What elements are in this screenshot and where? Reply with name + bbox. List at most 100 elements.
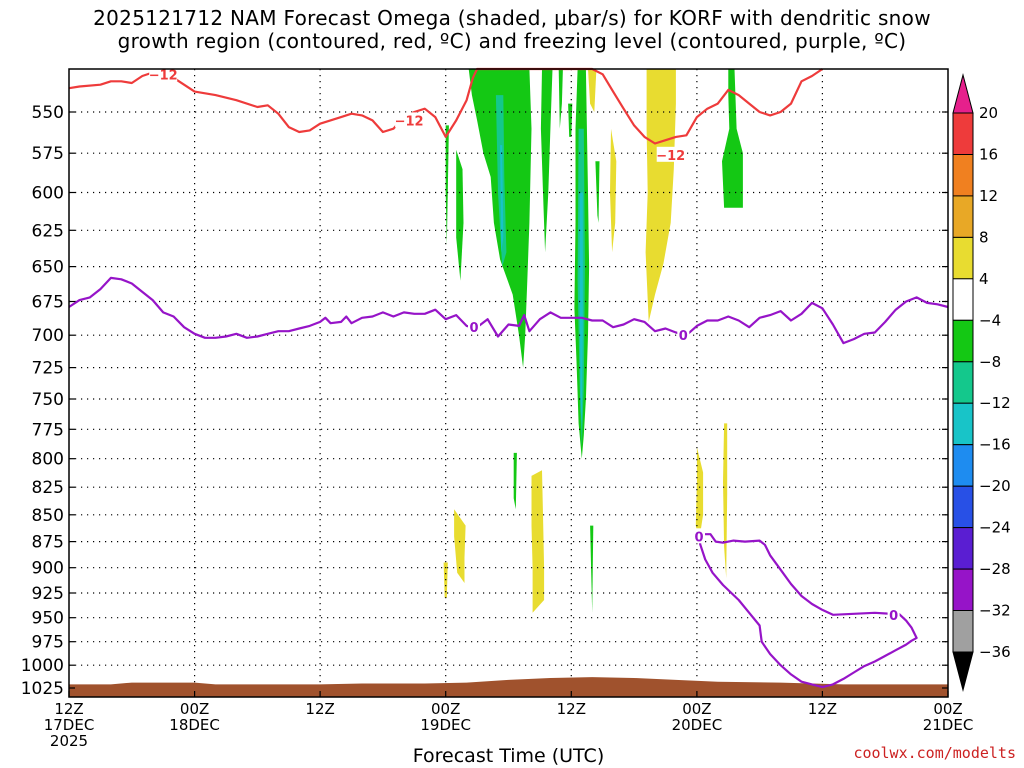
xtick-label-12-2: 18DEC xyxy=(169,716,220,734)
colorbar-label-10: −24 xyxy=(979,519,1011,537)
chart-title-line-2: growth region (contoured, red, ºC) and f… xyxy=(117,29,907,53)
omega-region-18 xyxy=(513,452,517,510)
ytick-label-650: 650 xyxy=(32,258,64,278)
xtick-label-60-1: 00Z xyxy=(682,700,711,718)
contour-label-bg-0-1 xyxy=(395,112,424,128)
omega-region-17 xyxy=(722,69,743,208)
contour-label-2-1: 0 xyxy=(889,609,898,624)
colorbar-bin-9 xyxy=(952,444,974,487)
colorbar-label-2: 12 xyxy=(979,187,998,205)
xtick-label-84-2: 21DEC xyxy=(923,716,974,734)
ytick-label-975: 975 xyxy=(32,633,64,653)
colorbar-bin-3 xyxy=(952,195,974,238)
ytick-label-725: 725 xyxy=(32,359,64,379)
colorbar-bin-10 xyxy=(952,485,974,529)
contour-label-bg-2-0 xyxy=(693,528,705,544)
colorbar-bin-8 xyxy=(952,402,974,446)
colorbar-bin-4 xyxy=(952,236,974,280)
xtick-label-0-2: 17DEC xyxy=(44,716,95,734)
ytick-label-625: 625 xyxy=(32,221,64,241)
ytick-label-1000: 1000 xyxy=(21,656,64,676)
contour-label-0-2: −12 xyxy=(656,149,685,164)
colorbar-bin-1 xyxy=(952,112,974,155)
colorbar-label-9: −20 xyxy=(979,477,1011,495)
ytick-label-550: 550 xyxy=(32,103,64,123)
ytick-label-850: 850 xyxy=(32,506,64,526)
colorbar-bin-6 xyxy=(952,319,974,363)
contour-line-0 xyxy=(68,67,824,145)
omega-region-8 xyxy=(540,69,553,253)
omega-region-24 xyxy=(723,423,728,578)
omega-region-12 xyxy=(579,192,583,424)
xtick-label-48-1: 12Z xyxy=(557,700,586,718)
contour-label-bg-0-0 xyxy=(149,66,178,82)
colorbar-bin-2 xyxy=(952,154,974,197)
colorbar-label-12: −32 xyxy=(979,602,1011,620)
colorbar-label-8: −16 xyxy=(979,436,1011,454)
xtick-label-36-2: 19DEC xyxy=(420,716,471,734)
ytick-label-575: 575 xyxy=(32,144,64,164)
xtick-label-12-1: 00Z xyxy=(180,700,209,718)
contour-label-1-1: 0 xyxy=(679,329,688,344)
xtick-label-36-1: 00Z xyxy=(431,700,460,718)
colorbar-label-11: −28 xyxy=(979,560,1011,578)
contour-label-bg-1-0 xyxy=(468,319,480,335)
ytick-label-800: 800 xyxy=(32,450,64,470)
omega-region-23 xyxy=(695,447,704,542)
ytick-label-875: 875 xyxy=(32,533,64,553)
contour-label-1-0: 0 xyxy=(469,321,478,336)
omega-region-0 xyxy=(645,69,676,322)
omega-region-3 xyxy=(588,69,597,112)
omega-region-13 xyxy=(568,103,573,137)
contour-label-bg-2-1 xyxy=(887,606,900,622)
colorbar-bin-5 xyxy=(952,278,974,321)
omega-region-7 xyxy=(500,145,504,253)
colorbar-bin-11 xyxy=(952,527,974,570)
xtick-label-84-1: 00Z xyxy=(933,700,962,718)
ytick-label-1025: 1025 xyxy=(21,679,64,699)
xtick-label-60-2: 20DEC xyxy=(672,716,723,734)
contour-line-1 xyxy=(68,276,949,345)
colorbar-bin-13 xyxy=(952,610,974,653)
colorbar-label-13: −36 xyxy=(979,643,1011,661)
terrain-surface xyxy=(69,677,948,697)
colorbar-label-3: 8 xyxy=(979,228,989,246)
omega-region-16 xyxy=(456,149,464,281)
colorbar-bin-12 xyxy=(952,568,974,612)
xtick-label-0-3: 2025 xyxy=(50,732,88,750)
colorbar-label-6: −8 xyxy=(979,353,1001,371)
plot-frame xyxy=(68,68,949,698)
colorbar-label-0: 20 xyxy=(979,104,998,122)
colorbar-label-5: −4 xyxy=(979,311,1001,329)
ytick-label-775: 775 xyxy=(32,420,64,440)
ytick-label-600: 600 xyxy=(32,184,64,204)
x-axis-label: Forecast Time (UTC) xyxy=(413,745,604,767)
contour-label-2-0: 0 xyxy=(694,530,703,545)
colorbar-label-1: 16 xyxy=(979,146,998,164)
ytick-label-825: 825 xyxy=(32,478,64,498)
contour-label-bg-1-1 xyxy=(677,327,690,343)
xtick-label-24-1: 12Z xyxy=(305,700,334,718)
colorbar-label-7: −12 xyxy=(979,394,1011,412)
ytick-label-675: 675 xyxy=(32,293,64,313)
omega-region-19 xyxy=(590,525,594,613)
ytick-label-700: 700 xyxy=(32,326,64,346)
omega-region-21 xyxy=(443,562,448,598)
colorbar-top-triangle xyxy=(952,73,974,114)
xtick-label-0-1: 12Z xyxy=(54,700,83,718)
credit-text: coolwx.com/modelts xyxy=(853,744,1016,762)
colorbar-bottom-triangle xyxy=(952,651,974,692)
xtick-label-72-1: 12Z xyxy=(808,700,837,718)
chart-title-line-1: 2025121712 NAM Forecast Omega (shaded, μ… xyxy=(93,6,931,30)
contour-label-0-1: −12 xyxy=(395,114,424,129)
contour-line-2 xyxy=(698,533,918,689)
colorbar-bin-7 xyxy=(952,361,974,404)
omega-region-20 xyxy=(454,509,466,583)
omega-region-4 xyxy=(610,128,617,253)
colorbar-label-4: 4 xyxy=(979,270,989,288)
omega-region-9 xyxy=(558,69,563,129)
ytick-label-925: 925 xyxy=(32,584,64,604)
ytick-label-750: 750 xyxy=(32,390,64,410)
ytick-label-950: 950 xyxy=(32,609,64,629)
contour-label-bg-0-2 xyxy=(656,146,685,162)
